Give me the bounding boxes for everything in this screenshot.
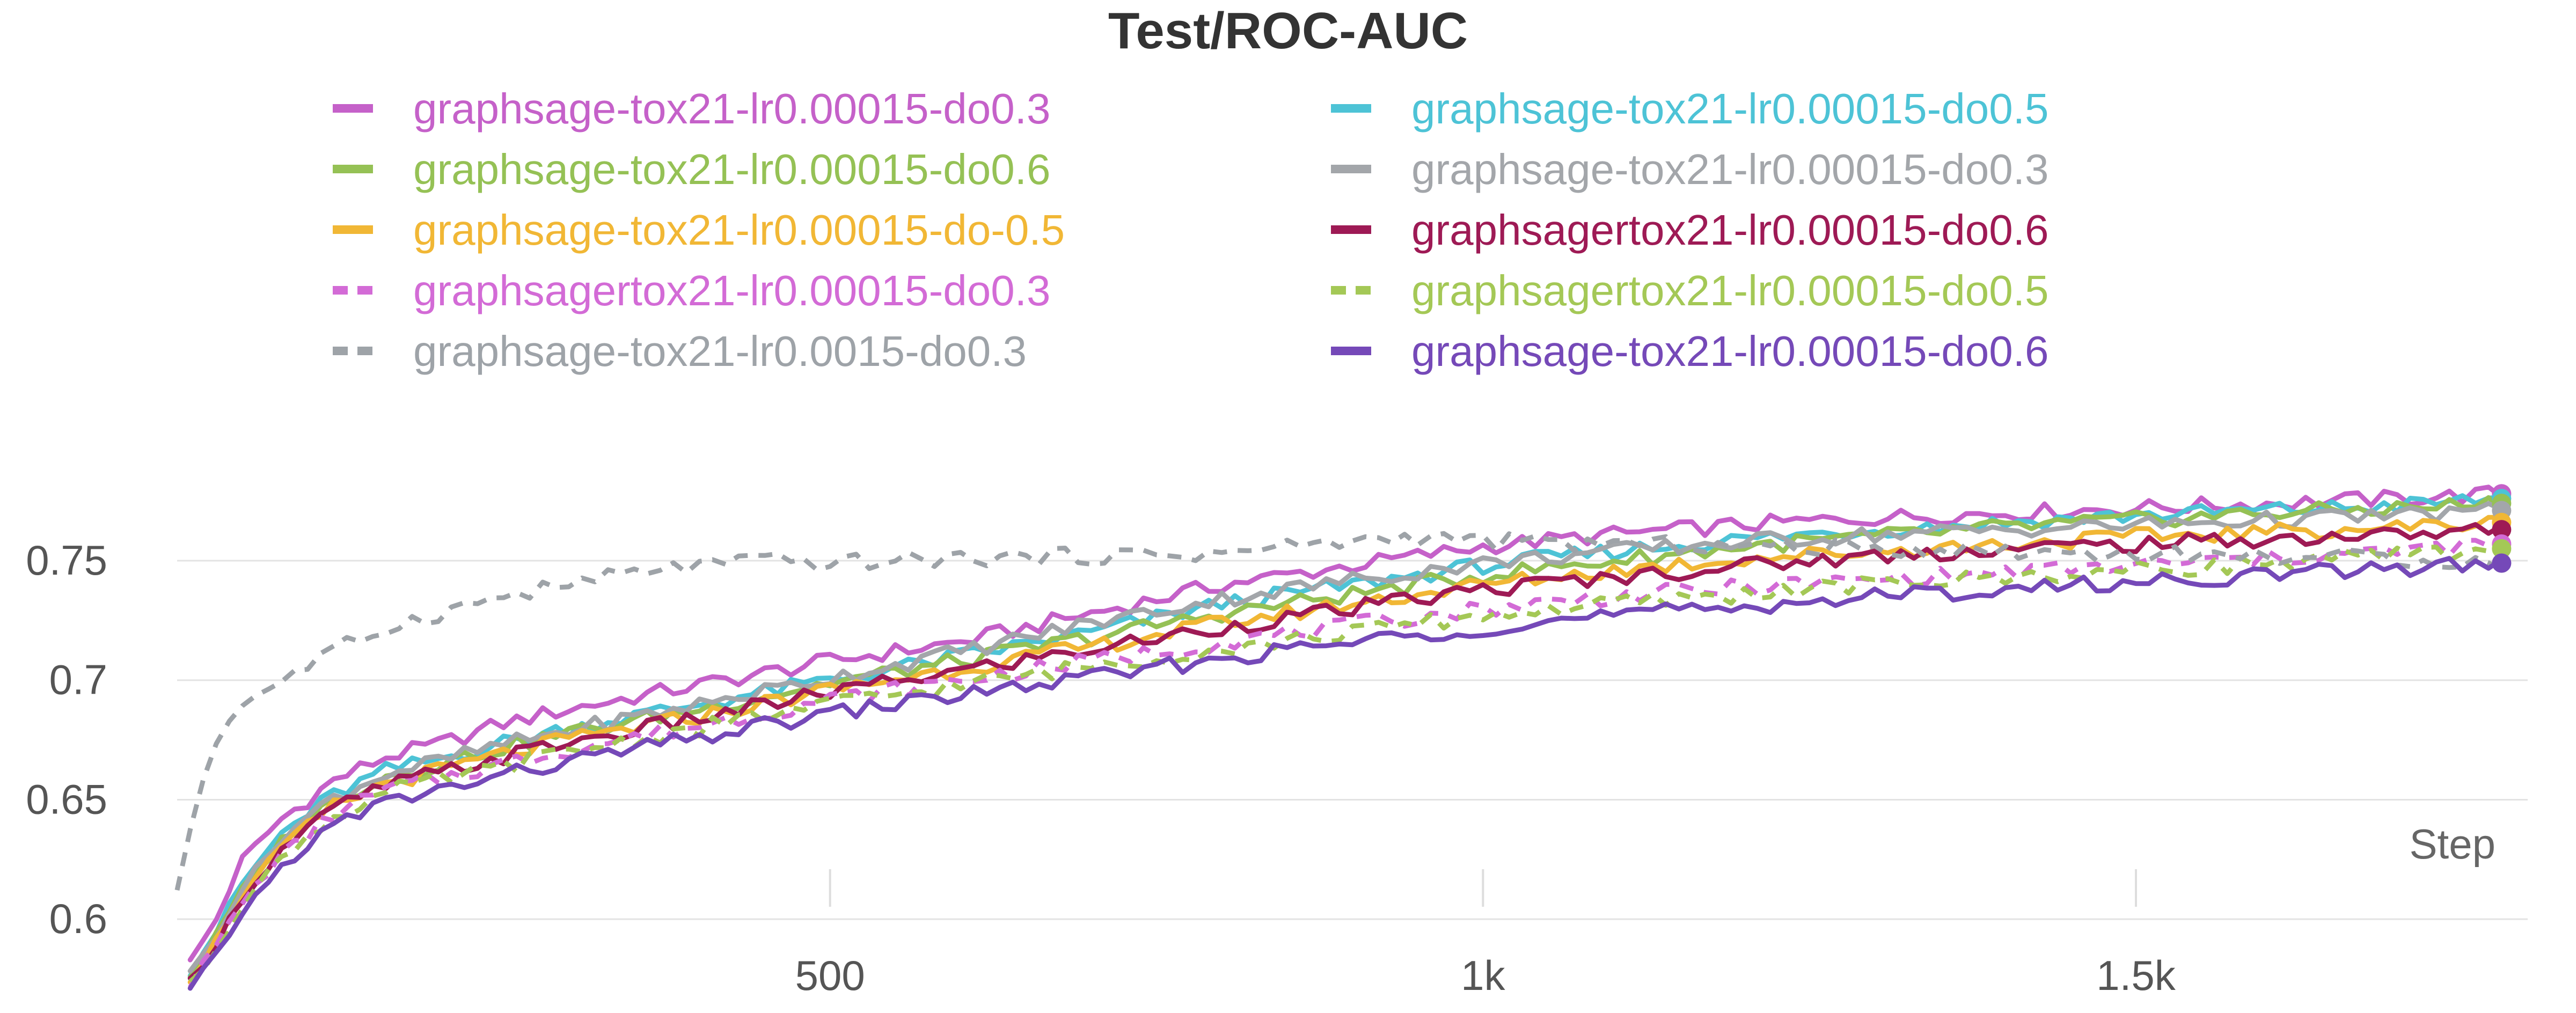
x-tick-label: 500 bbox=[795, 952, 865, 999]
endpoints-layer bbox=[2492, 484, 2512, 573]
legend-item[interactable]: graphsagertox21-lr0.00015-do0.5 bbox=[1331, 267, 2049, 314]
legend-item[interactable]: graphsage-tox21-lr0.00015-do0.6 bbox=[1331, 327, 2049, 375]
series-layer bbox=[174, 485, 2504, 991]
x-axis-ticks: 500 1k 1.5k bbox=[795, 869, 2176, 999]
legend-item[interactable]: graphsage-tox21-lr0.00015-do0.6 bbox=[333, 145, 1051, 193]
legend-item[interactable]: graphsage-tox21-lr0.0015-do0.3 bbox=[333, 327, 1027, 375]
legend: graphsage-tox21-lr0.00015-do0.3 graphsage… bbox=[333, 85, 2049, 375]
x-tick-label: 1k bbox=[1461, 952, 1505, 999]
legend-item[interactable]: graphsage-tox21-lr0.00015-do-0.5 bbox=[333, 206, 1065, 254]
legend-label: graphsagertox21-lr0.00015-do0.5 bbox=[1411, 267, 2049, 314]
chart-title: Test/ROC-AUC bbox=[1108, 2, 1468, 60]
y-tick-label: 0.65 bbox=[26, 775, 107, 823]
series-endpoint bbox=[2492, 520, 2512, 540]
legend-label: graphsage-tox21-lr0.0015-do0.3 bbox=[413, 327, 1027, 375]
legend-label: graphsagertox21-lr0.00015-do0.6 bbox=[1411, 206, 2049, 254]
series-line bbox=[187, 515, 2504, 985]
y-tick-label: 0.7 bbox=[49, 656, 107, 703]
series-line bbox=[174, 531, 2503, 891]
series-line bbox=[187, 522, 2504, 981]
y-axis-ticks: 0.6 0.65 0.7 0.75 bbox=[26, 537, 107, 942]
legend-label: graphsage-tox21-lr0.00015-do0.6 bbox=[1411, 327, 2049, 375]
legend-label: graphsage-tox21-lr0.00015-do0.3 bbox=[413, 85, 1051, 133]
series-line bbox=[187, 556, 2504, 991]
legend-label: graphsage-tox21-lr0.00015-do0.3 bbox=[1411, 145, 2049, 193]
legend-label: graphsage-tox21-lr0.00015-do0.6 bbox=[413, 145, 1051, 193]
series-line bbox=[188, 545, 2502, 983]
series-line bbox=[187, 485, 2504, 963]
y-tick-label: 0.75 bbox=[26, 537, 107, 584]
x-tick-label: 1.5k bbox=[2096, 952, 2176, 999]
series-endpoint bbox=[2492, 539, 2512, 559]
legend-label: graphsagertox21-lr0.00015-do0.3 bbox=[413, 267, 1051, 314]
legend-item[interactable]: graphsage-tox21-lr0.00015-do0.5 bbox=[1331, 85, 2049, 133]
legend-label: graphsage-tox21-lr0.00015-do0.5 bbox=[1411, 85, 2049, 133]
legend-label: graphsage-tox21-lr0.00015-do-0.5 bbox=[413, 206, 1065, 254]
legend-item[interactable]: graphsage-tox21-lr0.00015-do0.3 bbox=[333, 85, 1051, 133]
series-line bbox=[187, 501, 2504, 974]
legend-item[interactable]: graphsagertox21-lr0.00015-do0.6 bbox=[1331, 206, 2049, 254]
series-line bbox=[187, 495, 2504, 980]
legend-item[interactable]: graphsagertox21-lr0.00015-do0.3 bbox=[333, 267, 1051, 314]
series-endpoint bbox=[2492, 553, 2512, 573]
y-tick-label: 0.6 bbox=[49, 895, 107, 942]
x-axis-label: Step bbox=[2410, 820, 2496, 868]
legend-item[interactable]: graphsage-tox21-lr0.00015-do0.3 bbox=[1331, 145, 2049, 193]
